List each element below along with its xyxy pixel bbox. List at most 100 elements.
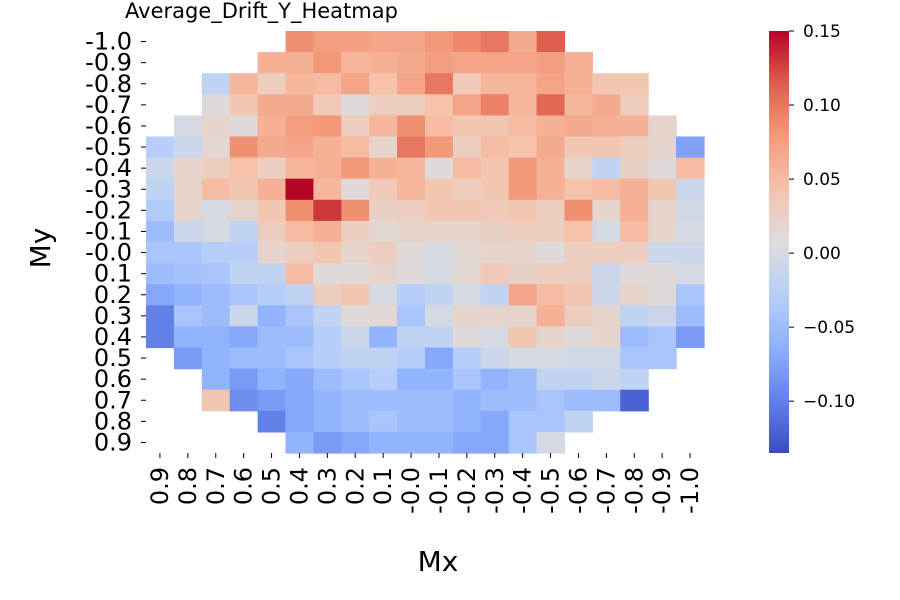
heatmap-cell	[201, 284, 231, 306]
heatmap-cell	[592, 199, 621, 222]
heatmap-cell	[397, 199, 426, 222]
heatmap-cell	[508, 157, 538, 180]
heatmap-cell	[425, 94, 454, 116]
heatmap-cell	[313, 389, 342, 412]
heatmap-cell	[508, 242, 538, 264]
heatmap-cell	[146, 220, 175, 243]
heatmap-cell	[425, 115, 454, 138]
heatmap-cell	[480, 368, 510, 391]
heatmap-cell	[425, 52, 454, 74]
heatmap-cell	[592, 326, 621, 349]
heatmap-cell	[425, 431, 454, 454]
heatmap-cell	[592, 73, 621, 95]
heatmap-cell	[592, 178, 621, 201]
heatmap-cell	[592, 242, 621, 264]
heatmap-cell	[452, 431, 482, 454]
heatmap-cell	[676, 178, 705, 201]
heatmap-cell	[620, 199, 649, 222]
heatmap-cell	[480, 199, 510, 222]
heatmap-cell	[508, 284, 538, 306]
heatmap-cell	[536, 284, 566, 306]
heatmap-cell	[285, 115, 314, 138]
heatmap-cell	[257, 284, 287, 306]
heatmap-cell	[257, 347, 287, 370]
x-axis-ticks: 0.9 0.8 0.7 0.6 0.5 0.4 0.3 0.2 0.1 -0.0 -0.1 -0.2-…	[146, 453, 704, 514]
heatmap-cell	[369, 368, 398, 391]
x-tick-label: -0.6	[564, 467, 592, 514]
heatmap-cell	[536, 52, 566, 74]
heatmap-cell	[341, 115, 370, 138]
heatmap-cell	[173, 157, 203, 180]
heatmap-cell	[313, 115, 342, 138]
heatmap-cell	[397, 368, 426, 391]
heatmap-cell	[648, 220, 677, 243]
heatmap-cell	[229, 199, 259, 222]
heatmap-cell	[508, 52, 538, 74]
heatmap-cell	[229, 305, 259, 327]
heatmap-cell	[648, 263, 677, 285]
heatmap-cell	[452, 347, 482, 370]
heatmap-cell	[592, 136, 621, 159]
x-tick-label: -0.7	[592, 467, 620, 514]
heatmap-cell	[564, 199, 593, 222]
heatmap-cell	[173, 136, 203, 159]
heatmap-cell	[313, 199, 342, 222]
heatmap-cell	[229, 136, 259, 159]
heatmap-cell	[564, 305, 593, 327]
heatmap-cell	[285, 242, 314, 264]
heatmap-cell	[285, 305, 314, 327]
heatmap-cell	[620, 115, 649, 138]
colorbar-tick-label: −0.10	[803, 392, 855, 412]
heatmap-cell	[229, 73, 259, 95]
heatmap-cell	[452, 31, 482, 53]
heatmap-cell	[397, 263, 426, 285]
heatmap-cell	[229, 347, 259, 370]
heatmap-cell	[648, 284, 677, 306]
heatmap-cell	[341, 52, 370, 74]
heatmap-cell	[146, 157, 175, 180]
heatmap-cell	[341, 263, 370, 285]
heatmap-cell	[480, 305, 510, 327]
heatmap-cell	[313, 94, 342, 116]
heatmap-cell	[341, 431, 370, 454]
colorbar	[769, 31, 789, 453]
heatmap-cell	[452, 52, 482, 74]
heatmap-cell	[285, 157, 314, 180]
heatmap-cell	[341, 31, 370, 53]
heatmap-cell	[313, 136, 342, 159]
colorbar-ticks: 0.15 0.10 0.05 0.00 −0.05 −0.10	[789, 22, 855, 412]
heatmap-cell	[425, 220, 454, 243]
heatmap-cell	[452, 115, 482, 138]
heatmap-cell	[397, 389, 426, 412]
heatmap-cell	[397, 220, 426, 243]
heatmap-cell	[564, 389, 593, 412]
heatmap-cell	[592, 305, 621, 327]
y-tick-label: -0.7	[85, 91, 132, 119]
heatmap-cell	[508, 305, 538, 327]
y-axis-ticks: -1.0-0.9-0.8-0.7-0.6-0.5-0.4-0.3-0.2-0.1…	[85, 28, 146, 456]
heatmap-cell	[452, 220, 482, 243]
heatmap-cell	[508, 199, 538, 222]
heatmap-cell	[285, 136, 314, 159]
y-tick-label: 0.3	[94, 302, 132, 330]
heatmap-cell	[173, 199, 203, 222]
heatmap-cell	[341, 73, 370, 95]
heatmap-cell	[397, 31, 426, 53]
x-tick-label: -0.2	[453, 467, 481, 514]
heatmap-cell	[313, 326, 342, 349]
heatmap-cell	[620, 368, 649, 391]
heatmap-cell	[425, 136, 454, 159]
heatmap-cell	[397, 431, 426, 454]
heatmap-cell	[257, 220, 287, 243]
heatmap-cell	[257, 263, 287, 285]
heatmap-cell	[452, 199, 482, 222]
heatmap-cell	[508, 263, 538, 285]
y-tick-label: 0.5	[94, 344, 132, 372]
heatmap-cell	[452, 157, 482, 180]
heatmap-cell	[452, 73, 482, 95]
heatmap-cell	[480, 263, 510, 285]
heatmap-cell	[536, 368, 566, 391]
heatmap-cell	[341, 220, 370, 243]
heatmap-cell	[508, 136, 538, 159]
y-axis-label: My	[24, 228, 57, 269]
